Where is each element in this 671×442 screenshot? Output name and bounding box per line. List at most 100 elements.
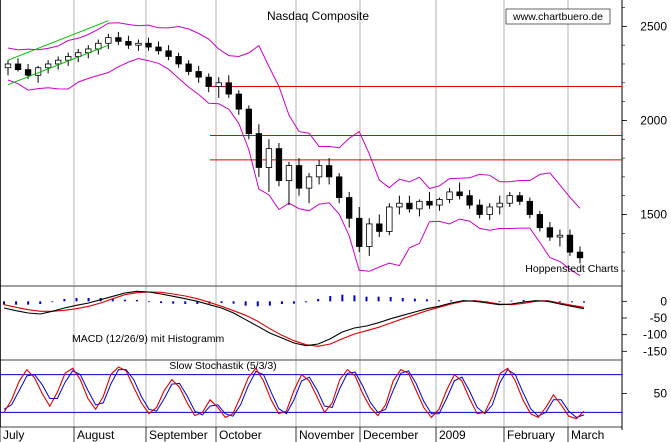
candle-body bbox=[576, 251, 584, 259]
candle-body bbox=[145, 42, 152, 48]
chart-title: Nasdaq Composite bbox=[267, 9, 369, 23]
macd-histogram-bar bbox=[256, 301, 259, 307]
candle-body bbox=[165, 50, 172, 57]
candle-body bbox=[335, 176, 343, 198]
x-axis-month-label: November bbox=[299, 428, 354, 442]
candle-body bbox=[476, 204, 483, 215]
macd-histogram-bar bbox=[148, 301, 150, 303]
candle-body bbox=[235, 93, 242, 110]
macd-histogram-bar bbox=[87, 298, 90, 302]
macd-histogram-bar bbox=[522, 300, 525, 302]
macd-histogram-bar bbox=[27, 301, 30, 305]
macd-histogram-bar bbox=[135, 300, 138, 302]
candle-body bbox=[386, 206, 393, 232]
stochastic-tick-label: 50 bbox=[654, 387, 668, 401]
macd-label: MACD (12/26/9) mit Histogramm bbox=[72, 333, 225, 345]
macd-histogram-bar bbox=[498, 301, 501, 303]
macd-histogram-bar bbox=[293, 301, 295, 304]
macd-histogram-bar bbox=[123, 299, 126, 302]
bollinger-bands bbox=[7, 22, 581, 277]
macd-histogram-bar bbox=[39, 301, 42, 304]
macd-histogram-bar bbox=[160, 301, 163, 303]
candle-body bbox=[14, 63, 22, 71]
macd-histogram-bar bbox=[172, 301, 175, 304]
candle-body bbox=[65, 56, 72, 61]
macd-histogram-bar bbox=[425, 299, 428, 302]
macd-histogram-bar bbox=[413, 298, 416, 302]
macd-histogram-bar bbox=[305, 301, 308, 303]
candle-body bbox=[396, 202, 403, 208]
macd-histogram-bar bbox=[63, 299, 66, 302]
x-axis-month-label: August bbox=[77, 428, 115, 442]
candle-body bbox=[356, 217, 363, 247]
candle-body bbox=[506, 195, 513, 204]
lower-band-line bbox=[7, 57, 581, 277]
source-label-box bbox=[505, 8, 611, 25]
candle-body bbox=[366, 223, 373, 247]
candle-body bbox=[185, 63, 192, 72]
x-axis-month-label: 2009 bbox=[439, 428, 466, 442]
candle-body bbox=[125, 40, 132, 46]
macd-histogram-bar bbox=[280, 301, 283, 304]
candle-body bbox=[195, 71, 202, 78]
macd-histogram-bar bbox=[51, 301, 54, 303]
macd-histogram-bar bbox=[244, 301, 247, 306]
candle-body bbox=[526, 200, 533, 215]
candle-body bbox=[556, 234, 564, 238]
candle-body bbox=[466, 195, 473, 206]
candle-body bbox=[55, 59, 62, 65]
candle-body bbox=[24, 69, 32, 76]
candle-body bbox=[265, 148, 273, 168]
candle-body bbox=[456, 191, 463, 197]
candle-body bbox=[44, 63, 52, 69]
x-axis-month-labels: July August September October November Decemb… bbox=[0, 427, 604, 442]
candle-body bbox=[255, 133, 263, 168]
candle-body bbox=[285, 165, 293, 182]
candle-body bbox=[416, 200, 423, 210]
macd-histogram-bar bbox=[341, 294, 344, 302]
candle-body bbox=[346, 197, 353, 219]
credit-label: Hoppenstedt Charts bbox=[525, 263, 618, 275]
y-axis-ticks: 2500 2000 1500 0 -50 -100 -150 50 bbox=[622, 7, 668, 401]
candle-body bbox=[135, 42, 142, 46]
macd-histogram-bar bbox=[184, 301, 187, 304]
candle-body bbox=[315, 165, 323, 178]
price-candles bbox=[4, 31, 584, 264]
macd-histogram-bar bbox=[196, 301, 199, 304]
stochastic-label: Slow Stochastik (5/3/3) bbox=[169, 360, 276, 372]
candle-body bbox=[295, 165, 303, 189]
trend-channel bbox=[7, 20, 109, 86]
macd-histogram-bar bbox=[558, 301, 561, 303]
candle-body bbox=[175, 56, 182, 65]
candle-body bbox=[436, 199, 443, 206]
candle-body bbox=[325, 165, 333, 178]
x-axis-month-label: February bbox=[507, 428, 555, 442]
stochastic-k-line bbox=[3, 366, 585, 420]
macd-histogram-bar bbox=[3, 301, 5, 305]
candle-body bbox=[496, 202, 503, 208]
macd-series bbox=[3, 290, 585, 347]
upper-band-line bbox=[7, 22, 581, 209]
stochastic-d-line bbox=[3, 368, 585, 418]
candle-body bbox=[486, 206, 493, 215]
macd-histogram-bar bbox=[329, 296, 332, 302]
price-tick-label: 2500 bbox=[640, 19, 667, 33]
price-tick-label: 1500 bbox=[640, 208, 667, 222]
macd-histogram-bar bbox=[232, 301, 235, 304]
candle-body bbox=[546, 227, 554, 238]
macd-histogram-bar bbox=[75, 298, 78, 302]
x-axis-month-label: October bbox=[219, 428, 262, 442]
macd-signal-line bbox=[3, 291, 585, 347]
macd-histogram-bar bbox=[438, 300, 440, 302]
candle-body bbox=[376, 223, 383, 232]
candle-body bbox=[4, 63, 12, 69]
candle-body bbox=[245, 108, 253, 134]
month-gridlines bbox=[73, 0, 569, 427]
macd-tick-label: -100 bbox=[643, 328, 667, 342]
candle-body bbox=[155, 46, 162, 52]
source-label: www.chartbuero.de bbox=[512, 11, 603, 23]
candle-body bbox=[305, 176, 313, 189]
macd-histogram-bar bbox=[268, 301, 271, 306]
